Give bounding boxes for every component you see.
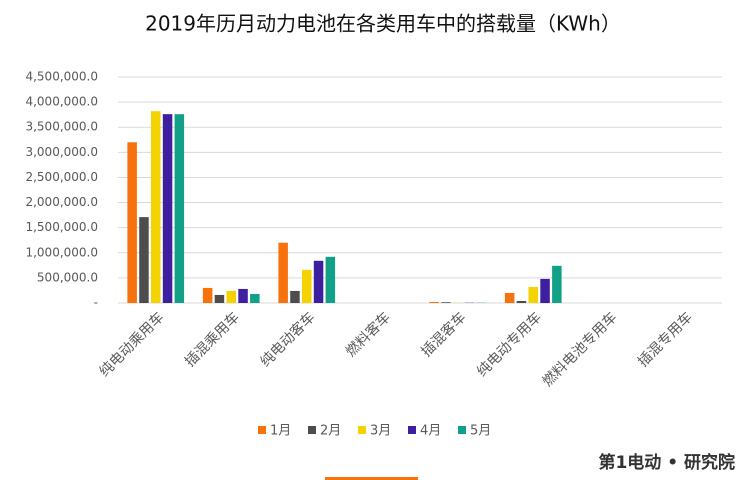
bar bbox=[250, 293, 260, 303]
bar bbox=[325, 256, 336, 303]
x-tick-label: 纯电动客车 bbox=[257, 309, 319, 371]
legend-label: 3月 bbox=[370, 424, 391, 439]
decor-bar bbox=[325, 477, 418, 480]
bar bbox=[278, 242, 288, 303]
y-tick-label: 2,500,000.0 bbox=[25, 170, 98, 184]
legend-swatch bbox=[308, 426, 316, 434]
y-tick-label: 2,000,000.0 bbox=[25, 195, 98, 209]
x-tick-label: 燃料电池专用车 bbox=[539, 309, 620, 390]
x-tick-label: 插混客车 bbox=[418, 309, 470, 361]
y-tick-label: 3,000,000.0 bbox=[25, 145, 98, 159]
bar bbox=[214, 294, 225, 303]
x-tick-label: 燃料客车 bbox=[342, 309, 394, 361]
legend-label: 2月 bbox=[320, 424, 341, 439]
y-tick-label: 500,000.0 bbox=[37, 270, 98, 284]
y-tick-label: 1,000,000.0 bbox=[25, 245, 98, 259]
bar bbox=[174, 114, 185, 303]
x-tick-label: 纯电动乘用车 bbox=[96, 309, 167, 380]
chart-title: 2019年历月动力电池在各类用车中的搭载量（KWh） bbox=[145, 12, 621, 36]
y-tick-label: 4,500,000.0 bbox=[25, 70, 98, 84]
bar bbox=[151, 111, 161, 303]
y-tick-label: 4,000,000.0 bbox=[25, 95, 98, 109]
bar bbox=[127, 142, 137, 303]
legend-swatch bbox=[358, 426, 366, 434]
y-tick-label: - bbox=[94, 296, 98, 310]
bar bbox=[540, 278, 550, 303]
bar bbox=[552, 265, 562, 303]
bar bbox=[238, 288, 248, 303]
bar bbox=[202, 287, 213, 303]
legend-label: 4月 bbox=[420, 424, 441, 439]
bar bbox=[429, 301, 439, 303]
bar bbox=[290, 290, 300, 303]
legend-swatch bbox=[408, 426, 416, 434]
legend-label: 1月 bbox=[270, 424, 291, 439]
x-tick-label: 插混乘用车 bbox=[181, 309, 243, 371]
x-tick-label: 插混专用车 bbox=[634, 309, 696, 371]
y-tick-label: 1,500,000.0 bbox=[25, 220, 98, 234]
legend-swatch bbox=[258, 426, 266, 434]
bar bbox=[139, 217, 149, 303]
logo: 第1电动 • 研究院 bbox=[598, 452, 735, 473]
bar bbox=[528, 286, 538, 303]
bar bbox=[162, 114, 173, 303]
bar bbox=[516, 300, 527, 303]
y-tick-label: 3,500,000.0 bbox=[25, 120, 98, 134]
bar bbox=[226, 290, 236, 303]
bar bbox=[441, 302, 451, 303]
x-tick-label: 纯电动专用车 bbox=[473, 309, 544, 380]
bar bbox=[313, 260, 324, 303]
bar bbox=[302, 269, 312, 303]
legend-swatch bbox=[458, 426, 466, 434]
bar bbox=[504, 292, 515, 303]
legend-label: 5月 bbox=[470, 424, 491, 439]
